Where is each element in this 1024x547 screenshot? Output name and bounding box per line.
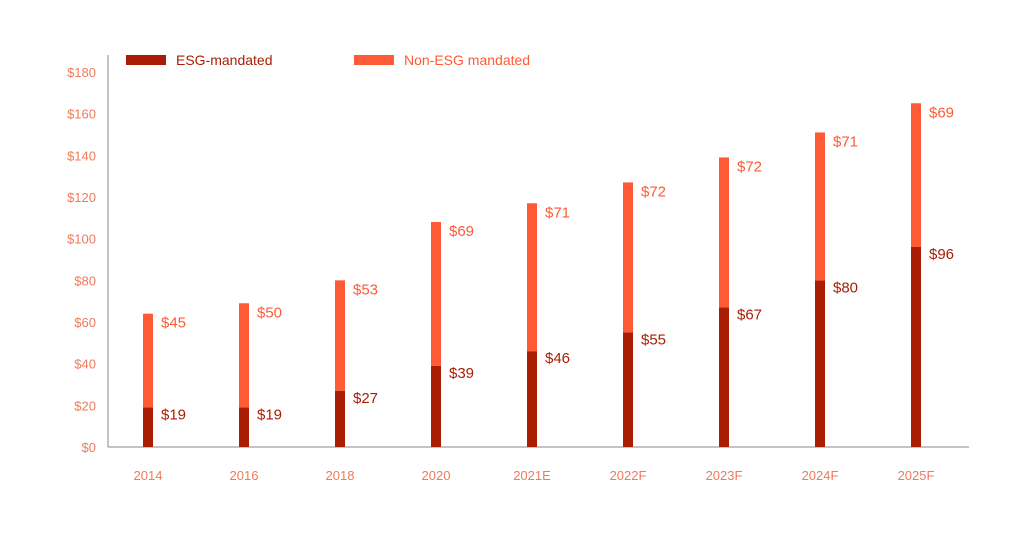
x-tick-label: 2021E	[513, 468, 551, 483]
bar-esg-mandated	[815, 280, 825, 447]
y-tick-label: $100	[67, 232, 96, 247]
bar-esg-mandated	[143, 407, 153, 447]
y-tick-label: $120	[67, 190, 96, 205]
data-label-esg-mandated: $96	[929, 246, 954, 263]
legend-item-esg-mandated: ESG-mandated	[126, 52, 273, 68]
legend-label: Non-ESG mandated	[404, 52, 530, 68]
x-tick-label: 2016	[230, 468, 259, 483]
x-tick-label: 2018	[326, 468, 355, 483]
x-tick-label: 2020	[422, 468, 451, 483]
y-tick-label: $60	[74, 315, 96, 330]
data-label-non-esg-mandated: $53	[353, 281, 378, 298]
bar-esg-mandated	[719, 307, 729, 447]
bar-esg-mandated	[335, 390, 345, 447]
y-tick-label: $40	[74, 357, 96, 372]
x-tick-label: 2022F	[610, 468, 647, 483]
legend-swatch	[354, 55, 394, 65]
data-label-non-esg-mandated: $50	[257, 304, 282, 321]
legend-swatch	[126, 55, 166, 65]
bar-non-esg-mandated	[815, 132, 825, 281]
x-tick-label: 2024F	[802, 468, 839, 483]
data-label-esg-mandated: $46	[545, 350, 570, 367]
data-label-non-esg-mandated: $72	[641, 183, 666, 200]
bars	[143, 103, 921, 447]
y-axis: $0 $20 $40 $60 $80 $100 $120 $140 $160 $180	[67, 55, 109, 455]
legend-label: ESG-mandated	[176, 52, 273, 68]
data-label-esg-mandated: $80	[833, 279, 858, 296]
data-label-esg-mandated: $19	[257, 406, 282, 423]
y-tick-label: $20	[74, 398, 96, 413]
data-label-non-esg-mandated: $71	[833, 133, 858, 150]
data-label-non-esg-mandated: $69	[929, 104, 954, 121]
data-label-esg-mandated: $55	[641, 331, 666, 348]
data-label-esg-mandated: $39	[449, 365, 474, 382]
data-label-esg-mandated: $19	[161, 406, 186, 423]
bar-non-esg-mandated	[239, 303, 249, 408]
bar-non-esg-mandated	[143, 313, 153, 408]
bar-non-esg-mandated	[335, 280, 345, 391]
data-label-non-esg-mandated: $71	[545, 204, 570, 221]
data-label-non-esg-mandated: $45	[161, 315, 186, 332]
y-tick-label: $140	[67, 148, 96, 163]
bar-non-esg-mandated	[623, 182, 633, 333]
data-label-esg-mandated: $67	[737, 306, 762, 323]
y-tick-label: $80	[74, 273, 96, 288]
x-tick-label: 2025F	[898, 468, 935, 483]
y-tick-label: $0	[82, 440, 96, 455]
data-label-non-esg-mandated: $69	[449, 223, 474, 240]
data-labels: $19 $45 $19 $50 $27 $53 $39 $69 $46 $71 $55 $72 $67 $…	[161, 104, 954, 423]
x-tick-label: 2023F	[706, 468, 743, 483]
y-tick-label: $160	[67, 107, 96, 122]
x-axis: 2014 2016 2018 2020 2021E 2022F 2023F 2024F 2025…	[108, 446, 969, 483]
bar-esg-mandated	[431, 365, 441, 447]
bar-non-esg-mandated	[431, 222, 441, 366]
y-tick-label: $180	[67, 65, 96, 80]
x-tick-label: 2014	[134, 468, 163, 483]
bar-non-esg-mandated	[527, 203, 537, 352]
bar-esg-mandated	[239, 407, 249, 447]
bar-non-esg-mandated	[911, 103, 921, 247]
bar-esg-mandated	[527, 351, 537, 447]
data-label-non-esg-mandated: $72	[737, 158, 762, 175]
legend-item-non-esg-mandated: Non-ESG mandated	[354, 52, 530, 68]
data-label-esg-mandated: $27	[353, 390, 378, 407]
bar-esg-mandated	[911, 247, 921, 447]
bar-non-esg-mandated	[719, 157, 729, 308]
legend: ESG-mandated Non-ESG mandated	[126, 52, 530, 68]
bar-esg-mandated	[623, 332, 633, 447]
